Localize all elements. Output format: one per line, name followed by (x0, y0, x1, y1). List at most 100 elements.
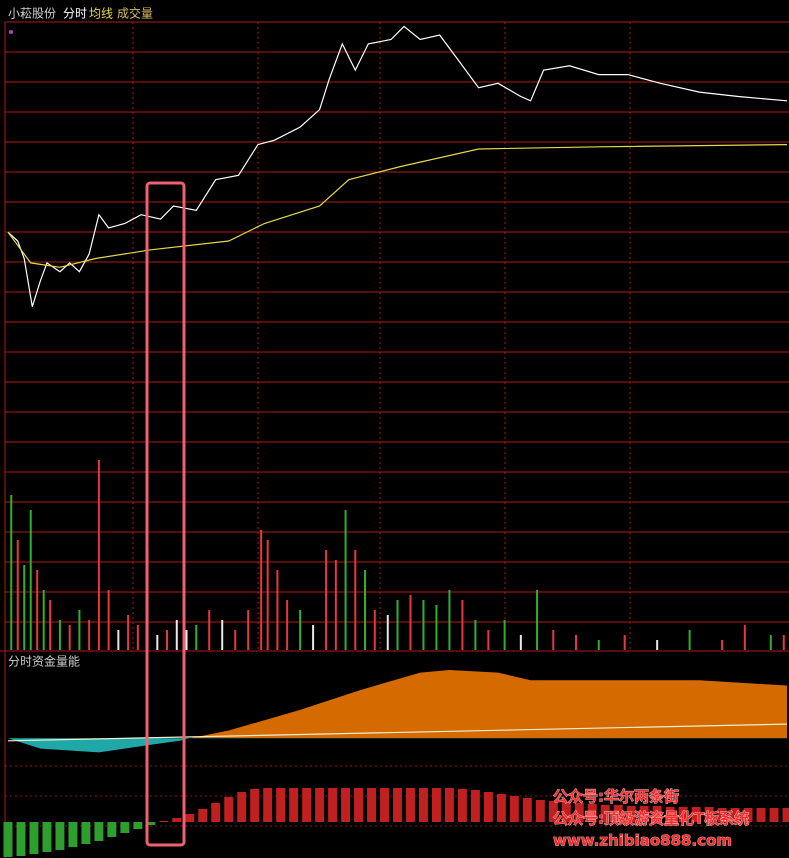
volume-bar (656, 640, 659, 650)
watermark: www.zhibiao888.com (553, 832, 732, 850)
volume-bar (364, 570, 367, 650)
marks (3, 25, 789, 857)
volume-bar (782, 635, 785, 650)
volume-bar (435, 605, 438, 650)
flow-bar (380, 788, 389, 822)
flow-bar (717, 808, 727, 822)
flow-bar (756, 808, 766, 822)
flow-bar (600, 805, 610, 822)
flow-bar (509, 796, 519, 822)
volume-bar (312, 625, 315, 650)
flow-bar (431, 788, 441, 822)
flow-bar (224, 797, 234, 822)
volume-bar (354, 550, 357, 650)
flow-bar (159, 821, 169, 822)
line (7, 25, 788, 307)
volume-bar (97, 460, 100, 650)
flow-bar (328, 788, 338, 822)
volume-bar (597, 640, 600, 650)
flow-bar (250, 789, 260, 822)
volume-bar (276, 570, 279, 650)
volume-bar (136, 625, 139, 650)
flow-bar (341, 788, 351, 822)
volume-bar (58, 620, 61, 650)
volume-bar (78, 610, 81, 650)
line (7, 723, 788, 742)
volume-bar (49, 600, 52, 650)
volume-bar (286, 600, 289, 650)
volume-bar (88, 620, 91, 650)
marker-dot (9, 30, 13, 34)
volume-bar (234, 630, 237, 650)
flow-bar (691, 807, 701, 822)
flow-bar (198, 809, 208, 822)
volume-bar (195, 625, 198, 650)
volume-bar (107, 590, 110, 650)
volume-bar (575, 635, 578, 650)
flow-bar (263, 788, 273, 822)
flow-bar (393, 788, 402, 822)
flow-bar (626, 806, 636, 822)
volume-bar (503, 620, 506, 650)
flow-bar (522, 798, 532, 822)
flow-bar (68, 822, 78, 847)
flow-bar (16, 822, 26, 856)
flow-bar (302, 788, 312, 822)
flow-bar (444, 788, 454, 822)
flow-bar (678, 807, 688, 822)
line (7, 144, 788, 268)
flow-bar (42, 822, 52, 852)
panel-title: 分时资金量能 (8, 654, 80, 669)
flow-bar (237, 792, 247, 822)
volume-bar (260, 530, 263, 650)
watermark: 公众号:顶级游资量化T板系统 (553, 810, 749, 828)
flow-bar (315, 788, 325, 822)
flow-bar (81, 822, 91, 844)
volume-bar (208, 610, 211, 650)
flow-bar (769, 808, 779, 822)
volume-bar (373, 610, 376, 650)
area-positive (191, 670, 787, 738)
volume-bar (487, 630, 490, 650)
volume-bar (743, 625, 746, 650)
volume-bar (29, 510, 32, 650)
volume-bar (156, 635, 159, 650)
legend-volume: 成交量 (117, 6, 153, 21)
flow-bar (211, 803, 221, 822)
flow-bar (418, 788, 428, 822)
flow-bar (457, 789, 467, 822)
flow-bar (639, 806, 649, 822)
volume-bar (247, 610, 250, 650)
volume-bar (127, 615, 130, 650)
volume-bar (42, 590, 45, 650)
flow-bar (743, 808, 753, 822)
volume-bar (166, 630, 169, 650)
volume-bar (688, 630, 691, 650)
flow-bar (704, 807, 714, 822)
legend-price: 分时 (63, 7, 87, 21)
flow-bar (367, 788, 377, 822)
volume-bar (344, 510, 347, 650)
flow-bar (146, 822, 156, 825)
flow-bar (782, 808, 789, 822)
flow-bar (613, 805, 623, 822)
volume-bar (175, 620, 178, 650)
volume-bar (552, 630, 555, 650)
flow-bar (29, 822, 39, 854)
flow-bar (496, 794, 506, 822)
watermark: 公众号:华尔两条街 (553, 788, 679, 806)
volume-bar (448, 590, 451, 650)
flow-bar (94, 822, 104, 841)
volume-bar (36, 570, 39, 650)
volume-bar (536, 590, 539, 650)
legend-average: 均线 (89, 7, 113, 21)
volume-bar (623, 635, 626, 650)
flow-bar (652, 806, 662, 822)
flow-bar (730, 808, 740, 822)
flow-bar (665, 807, 675, 822)
flow-bar (535, 800, 545, 822)
volume-bar (299, 610, 302, 650)
volume-bar (10, 495, 13, 650)
